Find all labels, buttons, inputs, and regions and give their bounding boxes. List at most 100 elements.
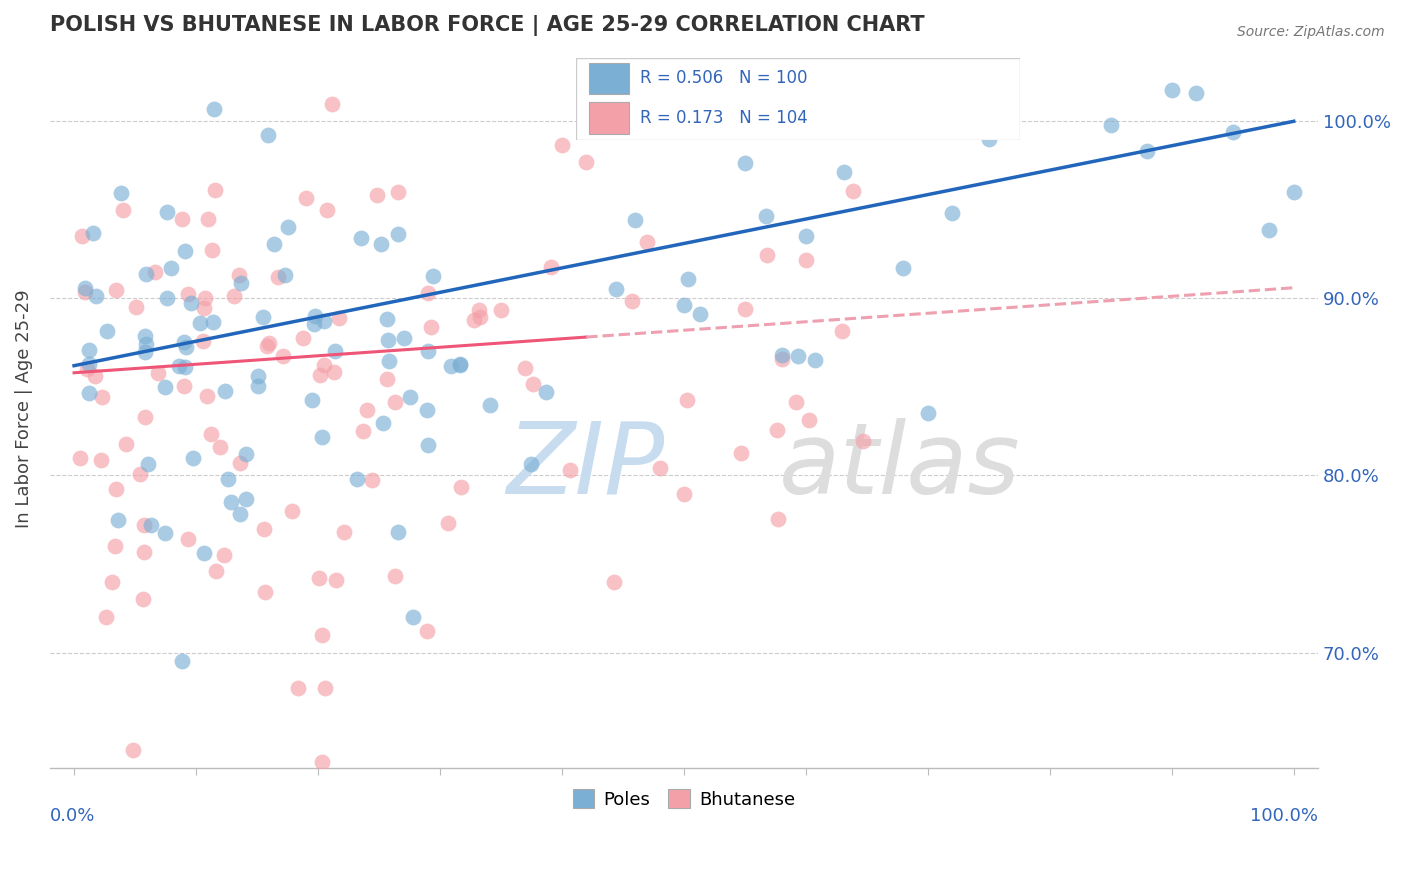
Point — [107, 513, 129, 527]
Point — [173, 359, 195, 374]
Y-axis label: In Labor Force | Age 25-29: In Labor Force | Age 25-29 — [15, 290, 32, 528]
Point — [314, 681, 336, 695]
Point — [191, 334, 214, 348]
Point — [831, 324, 853, 338]
Point — [180, 296, 202, 310]
Point — [356, 403, 378, 417]
Point — [450, 479, 472, 493]
Point — [893, 260, 915, 275]
Point — [770, 351, 793, 366]
Point — [370, 237, 392, 252]
Point — [325, 344, 347, 359]
Point — [605, 282, 627, 296]
Point — [104, 482, 127, 496]
Point — [346, 472, 368, 486]
Point — [77, 385, 100, 400]
Point — [1258, 223, 1281, 237]
Point — [515, 360, 537, 375]
Point — [235, 448, 257, 462]
Point — [689, 307, 711, 321]
Point — [228, 268, 250, 283]
Point — [520, 457, 543, 471]
Point — [204, 183, 226, 197]
Point — [463, 313, 485, 327]
Point — [437, 516, 460, 531]
Point — [110, 186, 132, 201]
Point — [197, 211, 219, 226]
Point — [377, 334, 399, 348]
Point — [312, 358, 335, 372]
Point — [479, 398, 502, 412]
Point — [135, 267, 157, 281]
Point — [75, 285, 97, 300]
Point — [770, 348, 793, 362]
Point — [304, 309, 326, 323]
Point — [143, 265, 166, 279]
Point — [378, 353, 401, 368]
Point — [121, 743, 143, 757]
Point — [416, 344, 439, 359]
Point — [75, 281, 97, 295]
Point — [174, 244, 197, 258]
Point — [787, 349, 810, 363]
Point — [1185, 86, 1208, 100]
Point — [292, 331, 315, 345]
Point — [76, 361, 98, 376]
Point — [672, 486, 695, 500]
Point — [281, 504, 304, 518]
Point — [82, 226, 104, 240]
Point — [202, 102, 225, 116]
Point — [1099, 118, 1122, 132]
Point — [328, 310, 350, 325]
Point — [155, 380, 177, 394]
Point — [696, 78, 718, 93]
Point — [398, 390, 420, 404]
Point — [156, 204, 179, 219]
Point — [440, 359, 463, 373]
Text: 100.0%: 100.0% — [1250, 807, 1319, 825]
Point — [221, 495, 243, 509]
Point — [277, 220, 299, 235]
Point — [387, 525, 409, 540]
Point — [111, 202, 134, 217]
Point — [257, 336, 280, 351]
Point — [229, 508, 252, 522]
Point — [621, 293, 644, 308]
Point — [257, 128, 280, 143]
Point — [375, 372, 398, 386]
Point — [302, 317, 325, 331]
Point — [333, 525, 356, 540]
Point — [575, 154, 598, 169]
Point — [468, 310, 491, 324]
Point — [308, 571, 330, 585]
Point — [125, 300, 148, 314]
Point — [172, 655, 194, 669]
Point — [321, 96, 343, 111]
Point — [69, 451, 91, 466]
Point — [730, 78, 752, 93]
Point — [449, 357, 471, 371]
Point — [648, 461, 671, 475]
Point — [72, 229, 94, 244]
Point — [100, 574, 122, 589]
Point — [730, 446, 752, 460]
Point — [797, 413, 820, 427]
Point — [105, 283, 128, 297]
Point — [77, 357, 100, 371]
Point — [214, 384, 236, 398]
Point — [384, 394, 406, 409]
Point — [177, 286, 200, 301]
Point — [672, 298, 695, 312]
Point — [295, 191, 318, 205]
Point — [229, 456, 252, 470]
Point — [132, 592, 155, 607]
Point — [384, 569, 406, 583]
Point — [852, 434, 875, 448]
Point — [115, 437, 138, 451]
Point — [820, 78, 842, 93]
Point — [174, 340, 197, 354]
Point — [200, 427, 222, 442]
Point — [536, 384, 558, 399]
Point — [416, 438, 439, 452]
Point — [402, 610, 425, 624]
